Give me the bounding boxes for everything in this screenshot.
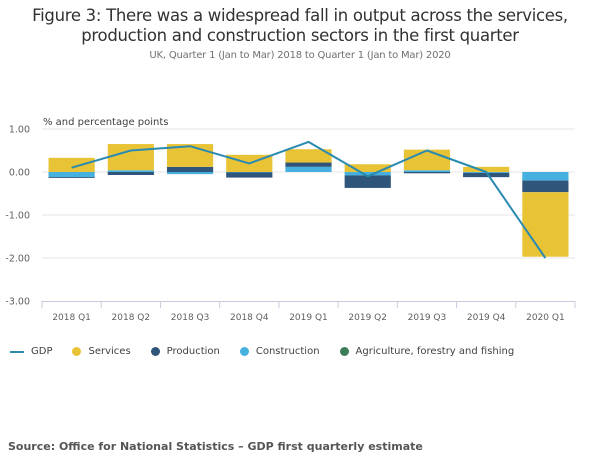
bar-construction	[107, 170, 154, 172]
legend-dot-icon	[72, 347, 82, 356]
bar-production	[344, 175, 391, 188]
chart-title-line-2: production and construction sectors in t…	[81, 26, 519, 45]
x-tick-label: 2019 Q1	[289, 313, 328, 323]
legend-label: Production	[166, 346, 220, 357]
legend-line-icon	[10, 350, 24, 353]
legend: GDP Services Production Construction Agr…	[10, 346, 534, 357]
y-tick-label: 0.00	[9, 168, 30, 179]
bar-production	[107, 172, 154, 176]
source-note: Source: Office for National Statistics –…	[8, 440, 423, 453]
bar-production	[522, 180, 569, 193]
bar-construction	[285, 166, 332, 172]
y-tick-label: -3.00	[5, 297, 30, 308]
bar-services	[344, 164, 391, 172]
bar-production	[285, 162, 332, 167]
legend-item-gdp[interactable]: GDP	[10, 346, 52, 357]
bar-services	[522, 192, 569, 257]
bar-production	[226, 172, 273, 178]
legend-dot-icon	[239, 347, 249, 356]
chart-plot: 1.000.00-1.00-2.00-3.00 2018 Q1 2018 Q2 20…	[5, 125, 576, 323]
legend-label: Agriculture, forestry and fishing	[355, 346, 515, 357]
bar-production	[166, 166, 214, 172]
legend-item-construction[interactable]: Construction	[239, 346, 320, 357]
y-tick-label: 1.00	[9, 125, 30, 136]
y-axis-ticks: 1.00 0.00 -1.00 -2.00 -3.00	[5, 125, 30, 308]
y-axis-label: % and percentage points	[43, 117, 169, 128]
bar-services	[463, 166, 510, 172]
chart-title-line-1: Figure 3: There was a widespread fall in…	[32, 6, 568, 25]
x-tick-label: 2019 Q3	[408, 313, 447, 323]
x-tick-label: 2018 Q1	[52, 313, 91, 323]
chart-subtitle: UK, Quarter 1 (Jan to Mar) 2018 to Quart…	[149, 50, 451, 61]
x-tick-label: 2019 Q2	[348, 313, 387, 323]
legend-dot-icon	[339, 347, 349, 356]
bar-construction	[166, 172, 214, 175]
legend-label: GDP	[31, 346, 53, 357]
bar-services	[107, 144, 154, 171]
x-tick-label: 2018 Q2	[112, 313, 151, 323]
y-tick-label: -1.00	[5, 211, 30, 222]
bars	[48, 144, 569, 257]
x-axis: 2018 Q1 2018 Q2 2018 Q3 2018 Q4 2019 Q1 2019 …	[41, 301, 576, 323]
x-tick-label: 2018 Q3	[171, 313, 210, 323]
legend-label: Construction	[255, 346, 320, 357]
legend-item-production[interactable]: Production	[150, 346, 220, 357]
bar-services	[403, 149, 451, 171]
bar-construction	[403, 170, 451, 172]
legend-item-services[interactable]: Services	[72, 346, 131, 357]
x-tick-label: 2019 Q4	[467, 313, 506, 323]
bar-production	[463, 172, 510, 178]
legend-dot-icon	[150, 347, 160, 356]
bar-construction	[344, 172, 391, 176]
bar-construction	[226, 172, 273, 173]
bar-construction	[522, 172, 569, 181]
legend-item-agriculture[interactable]: Agriculture, forestry and fishing	[339, 346, 515, 357]
bar-construction	[48, 172, 95, 178]
gdp-line-group	[71, 140, 547, 259]
bar-services	[285, 149, 332, 163]
chart-title: Figure 3: There was a widespread fall in…	[0, 6, 600, 46]
bar-services	[48, 157, 95, 172]
bar-production	[403, 172, 451, 174]
y-tick-label: -2.00	[5, 254, 30, 265]
bar-production	[48, 177, 95, 179]
x-tick-label: 2018 Q4	[230, 313, 269, 323]
legend-label: Services	[88, 346, 131, 357]
x-tick-label: 2020 Q1	[526, 313, 565, 323]
